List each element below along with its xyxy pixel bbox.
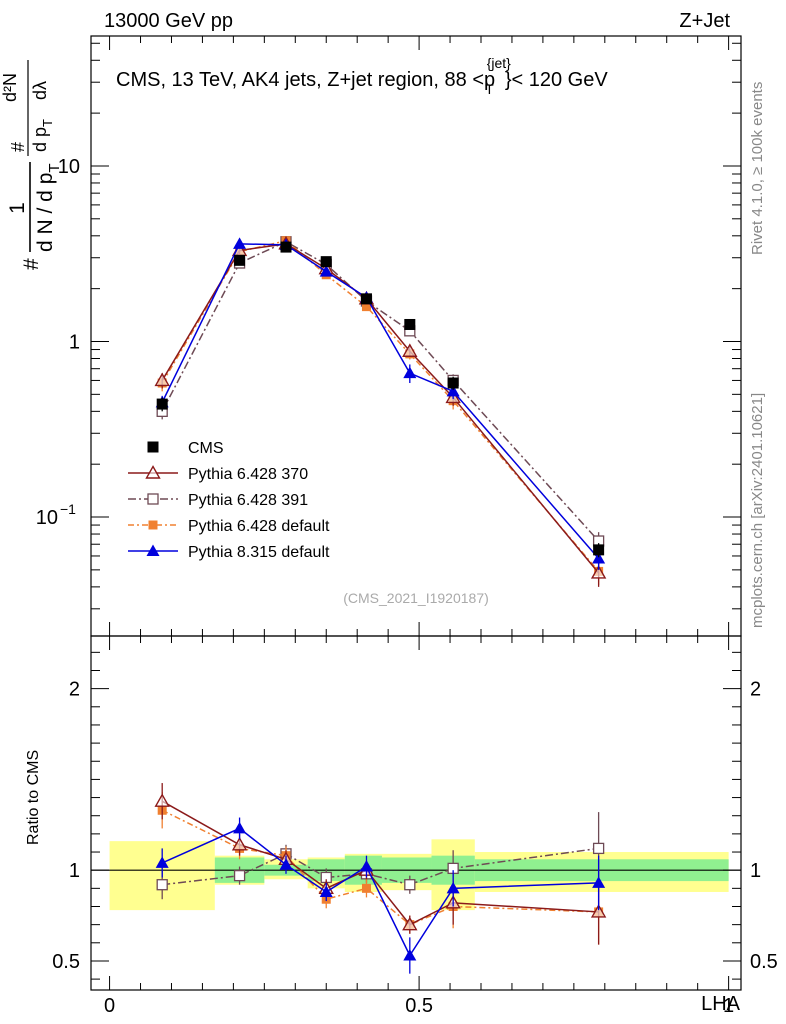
series-line xyxy=(161,239,600,572)
ylabel-dlambda: dλ xyxy=(30,81,50,100)
ratio-point xyxy=(592,876,606,888)
ratio-point xyxy=(402,916,418,931)
data-point xyxy=(593,544,605,556)
data-point xyxy=(361,302,371,312)
ratio-point xyxy=(446,881,460,894)
data-point xyxy=(402,343,418,357)
y-tick-exponent: −1 xyxy=(60,501,76,517)
legend-marker xyxy=(147,441,159,453)
legend-label: CMS xyxy=(188,440,224,457)
y-tick-label: 10 xyxy=(58,156,80,178)
header-right: Z+Jet xyxy=(679,10,730,32)
ratio-point xyxy=(155,856,169,868)
y-tick-label: 1 xyxy=(69,331,80,353)
legend-item-p8def: Pythia 8.315 default xyxy=(128,544,330,561)
data-point xyxy=(446,384,460,397)
chart-title: CMS, 13 TeV, AK4 jets, Z+jet region, 88 … xyxy=(116,55,608,97)
ratio-tick-label: 1 xyxy=(69,860,80,882)
ratio-line xyxy=(161,809,599,926)
ratio-point xyxy=(231,836,248,851)
ylabel-d2n: d²N xyxy=(0,73,20,102)
ratio-line xyxy=(162,847,599,886)
y-axis-label: # 1 d N / d pT # d²N d pT dλ xyxy=(0,60,63,270)
ratio-point xyxy=(361,883,371,893)
ratio-tick-label-right: 2 xyxy=(750,679,761,701)
data-point xyxy=(280,241,292,253)
ratio-panel: 0 0.5 1 2 2 1 1 0.5 0.5 xyxy=(52,622,778,1017)
legend: CMS Pythia 6.428 370 Pythia 6.428 391 Pythi… xyxy=(128,440,330,561)
ratio-point xyxy=(156,879,168,891)
legend-item-p6def: Pythia 6.428 default xyxy=(128,518,330,535)
ratio-frame xyxy=(90,635,742,991)
ylabel-hash2: # xyxy=(8,142,28,152)
ratio-point xyxy=(233,869,246,882)
legend-label: Pythia 6.428 370 xyxy=(188,466,308,483)
legend-label: Pythia 6.428 391 xyxy=(188,492,308,509)
data-point xyxy=(234,254,246,266)
ratio-point xyxy=(592,842,605,855)
legend-item-p391: Pythia 6.428 391 xyxy=(128,492,308,509)
legend-item-cms: CMS xyxy=(147,440,224,457)
rivet-label: Rivet 4.1.0, ≥ 100k events xyxy=(749,82,766,255)
legend-marker xyxy=(147,493,159,505)
legend-marker xyxy=(148,520,158,530)
header-left: 13000 GeV pp xyxy=(104,10,233,32)
ratio-tick-label-right: 1 xyxy=(750,860,761,882)
ratio-point xyxy=(403,949,417,961)
ratio-point xyxy=(590,904,607,918)
ylabel-hash: # xyxy=(20,258,43,270)
ratio-series-p8def xyxy=(155,817,606,974)
x-axis-label: LHA xyxy=(701,993,741,1015)
ratio-point xyxy=(154,793,170,807)
mcplots-label: mcplots.cern.ch [arXiv:2401.10621] xyxy=(749,393,766,628)
ratio-y-label: Ratio to CMS xyxy=(25,750,42,845)
ratio-tick-label: 2 xyxy=(69,679,80,701)
series-cms xyxy=(156,241,605,558)
x-tick-label: 0 xyxy=(104,995,115,1017)
ratio-tick-label: 0.5 xyxy=(52,951,80,973)
legend-marker xyxy=(145,465,161,479)
legend-label: Pythia 8.315 default xyxy=(188,544,330,561)
ratio-point xyxy=(233,821,247,834)
data-point xyxy=(590,565,607,579)
data-point xyxy=(319,265,333,277)
data-point xyxy=(156,398,168,410)
data-point xyxy=(154,372,170,387)
ratio-point xyxy=(279,858,293,870)
series-line xyxy=(161,243,600,560)
data-point xyxy=(320,256,332,268)
ylabel-frac-den: d N / d pT xyxy=(34,163,63,252)
legend-item-p370: Pythia 6.428 370 xyxy=(128,465,308,483)
data-point xyxy=(592,552,606,564)
legend-marker xyxy=(146,544,160,556)
ratio-point xyxy=(319,885,333,897)
ratio-tick-label-right: 0.5 xyxy=(750,951,778,973)
legend-label: Pythia 6.428 default xyxy=(188,518,330,535)
ratio-point xyxy=(404,879,416,891)
data-point xyxy=(360,293,372,305)
data-point xyxy=(404,318,416,330)
data-point xyxy=(447,377,459,389)
ratio-line xyxy=(161,827,599,958)
y-tick-label: 10 xyxy=(36,507,58,529)
series-line xyxy=(161,240,600,542)
ylabel-dpt: d pT xyxy=(30,119,55,152)
x-tick-label: 0.5 xyxy=(405,995,433,1017)
analysis-watermark: (CMS_2021_I1920187) xyxy=(343,590,489,606)
data-point xyxy=(233,237,247,249)
ylabel-frac-num: 1 xyxy=(6,202,29,214)
ratio-point xyxy=(359,860,373,872)
data-point xyxy=(403,366,417,379)
x-tick-label: 1 xyxy=(723,995,734,1017)
